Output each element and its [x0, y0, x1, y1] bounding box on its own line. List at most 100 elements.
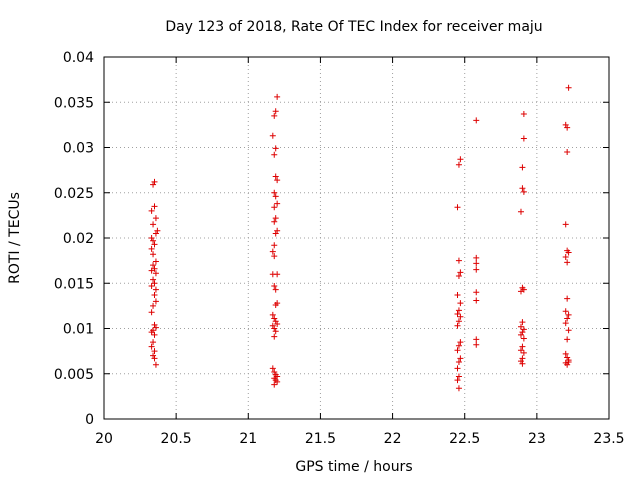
data-point	[154, 227, 161, 234]
data-point	[473, 254, 480, 261]
y-tick-label: 0.01	[63, 322, 94, 338]
data-point	[455, 257, 462, 264]
data-point	[274, 378, 281, 385]
data-point	[148, 207, 155, 214]
data-point	[271, 189, 278, 196]
data-point	[150, 181, 157, 188]
data-point	[455, 318, 462, 325]
data-point	[271, 204, 278, 211]
data-point	[271, 242, 278, 249]
data-point	[519, 329, 526, 336]
data-point	[272, 173, 279, 180]
data-point	[517, 288, 524, 295]
data-point	[562, 350, 569, 357]
data-point	[274, 271, 281, 278]
data-point	[151, 203, 158, 210]
y-tick-label: 0.04	[63, 50, 94, 66]
data-point	[564, 361, 571, 368]
data-point	[473, 117, 480, 124]
data-point	[274, 320, 281, 327]
x-axis-label: GPS time / hours	[295, 459, 412, 475]
data-point	[151, 178, 158, 185]
data-point	[152, 215, 159, 222]
data-point	[152, 361, 159, 368]
chart-title: Day 123 of 2018, Rate Of TEC Index for r…	[165, 19, 542, 35]
data-point	[271, 218, 278, 225]
data-point	[272, 318, 279, 325]
data-point	[148, 245, 155, 252]
data-point	[269, 322, 276, 329]
data-point	[274, 93, 281, 100]
data-point	[271, 368, 278, 375]
data-point	[148, 235, 155, 241]
data-point	[564, 295, 571, 302]
x-tick-label: 22.5	[449, 431, 480, 447]
y-tick-label: 0.025	[54, 186, 94, 202]
y-tick-label: 0.02	[63, 231, 94, 247]
data-point	[455, 358, 462, 365]
data-point	[455, 342, 462, 349]
data-point	[274, 200, 281, 207]
data-point	[272, 328, 279, 335]
data-point	[457, 300, 464, 307]
axis-ticks: 20 20.5 21 21.5 22 22.5 23 23.5 0 0.005 0.01 0.015 0…	[54, 50, 625, 447]
data-point	[269, 132, 276, 139]
data-point	[274, 227, 281, 234]
data-point	[272, 145, 279, 152]
data-point	[457, 355, 464, 362]
data-point	[148, 343, 155, 350]
data-point	[564, 354, 571, 361]
data-point	[562, 221, 569, 228]
data-point	[517, 323, 524, 330]
data-point	[271, 112, 278, 119]
data-point	[455, 373, 462, 380]
data-point	[151, 321, 158, 328]
data-point	[151, 280, 158, 287]
data-point	[150, 237, 157, 244]
x-tick-label: 20	[95, 431, 113, 447]
data-point	[517, 208, 524, 215]
data-point	[151, 355, 158, 362]
data-point	[565, 84, 572, 91]
data-point	[272, 301, 279, 308]
data-point	[473, 289, 480, 296]
data-point	[564, 336, 571, 343]
data-point	[272, 230, 279, 237]
data-point	[520, 111, 527, 118]
data-point	[454, 347, 461, 354]
data-point	[454, 204, 461, 211]
data-point	[269, 248, 276, 255]
data-point	[150, 221, 157, 228]
y-tick-label: 0.035	[54, 95, 94, 111]
x-tick-label: 21	[239, 431, 257, 447]
data-point	[454, 311, 461, 318]
data-point	[152, 286, 159, 293]
data-point	[457, 339, 464, 346]
data-point	[473, 260, 480, 267]
data-point	[562, 121, 569, 128]
data-point	[271, 315, 278, 322]
data-point	[565, 327, 572, 334]
data-point	[152, 324, 159, 331]
data-point	[150, 352, 157, 359]
data-point	[455, 161, 462, 168]
data-point	[271, 151, 278, 158]
data-point	[473, 336, 480, 343]
data-point	[520, 135, 527, 142]
data-point	[517, 358, 524, 365]
data-point	[150, 251, 157, 258]
data-point	[565, 311, 572, 318]
data-point	[519, 360, 526, 367]
x-tick-label: 23.5	[593, 431, 624, 447]
data-point	[473, 266, 480, 273]
data-point	[150, 339, 157, 346]
x-tick-label: 23	[528, 431, 546, 447]
data-point	[519, 343, 526, 350]
x-tick-label: 20.5	[161, 431, 192, 447]
data-point	[151, 331, 158, 338]
data-point	[152, 270, 159, 277]
data-point	[457, 156, 464, 163]
data-point	[562, 320, 569, 327]
grid-lines	[104, 57, 609, 419]
data-point	[455, 385, 462, 392]
